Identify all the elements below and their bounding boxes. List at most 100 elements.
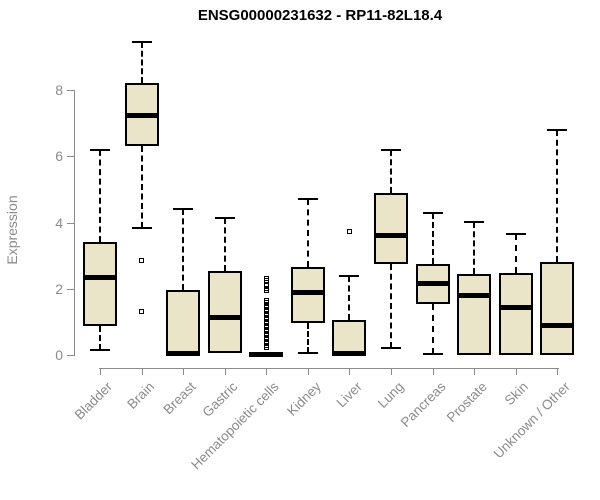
outlier-point [263, 308, 269, 314]
x-tick-label: Breast [160, 379, 199, 418]
median-line [166, 350, 201, 356]
y-tick-label: 8 [55, 82, 63, 99]
median-line [373, 233, 408, 239]
x-tick-label: Lung [374, 379, 407, 411]
outlier-point [263, 282, 269, 288]
median-line [290, 290, 325, 296]
box [373, 193, 408, 264]
x-tick-label: Skin [502, 379, 532, 409]
y-tick-label: 0 [55, 347, 63, 363]
outlier-point [263, 342, 269, 348]
outlier-point [139, 309, 145, 315]
upper-whisker [140, 42, 143, 83]
outlier-point [263, 339, 269, 345]
outlier-point [263, 329, 269, 335]
x-tick-label: Liver [333, 379, 366, 411]
upper-whisker [389, 149, 392, 194]
box [332, 320, 367, 355]
upper-whisker-cap [214, 216, 235, 219]
outlier-point [263, 331, 269, 337]
x-tick [100, 368, 101, 375]
box [457, 273, 492, 355]
outlier-point [263, 324, 269, 330]
lower-whisker-cap [90, 349, 110, 352]
chart-title: ENSG00000231632 - RP11-82L18.4 [197, 7, 443, 24]
x-tick [557, 368, 558, 375]
y-tick [67, 90, 74, 91]
lower-whisker-cap [297, 352, 318, 354]
outlier-point [263, 310, 269, 316]
box [498, 273, 533, 355]
x-tick [391, 368, 392, 375]
lower-whisker-cap [131, 226, 152, 229]
x-tick [474, 368, 475, 375]
lower-whisker [140, 146, 143, 228]
x-tick-label: Brain [124, 379, 158, 412]
median-line [540, 323, 575, 329]
outlier-point [263, 321, 269, 327]
outlier-point [263, 334, 269, 340]
x-axis-line [99, 368, 560, 369]
upper-whisker [556, 129, 559, 263]
lower-whisker-cap [380, 347, 401, 350]
median-line [124, 112, 159, 118]
median-line [207, 315, 242, 321]
box [540, 262, 575, 355]
upper-whisker-cap [505, 233, 526, 236]
x-tick-label: Prostate [443, 379, 490, 426]
outlier-point [263, 305, 269, 311]
outlier-point [263, 300, 269, 306]
x-tick-label: Bladder [72, 379, 116, 423]
upper-whisker-cap [547, 128, 568, 131]
x-tick-label: Kidney [283, 379, 324, 419]
outlier-point [263, 313, 269, 319]
upper-whisker-cap [464, 220, 485, 223]
lower-whisker [99, 325, 101, 351]
upper-whisker [223, 217, 226, 271]
median-line [83, 274, 117, 280]
box [207, 270, 242, 354]
x-tick [225, 368, 226, 375]
upper-whisker [182, 209, 185, 291]
median-line [498, 305, 533, 311]
outlier-point [263, 297, 269, 303]
y-axis-label: Expression [4, 195, 20, 265]
y-tick [67, 156, 74, 157]
median-line [415, 281, 450, 287]
x-tick [308, 368, 309, 375]
lower-whisker [389, 263, 392, 349]
upper-whisker-cap [297, 198, 318, 201]
upper-whisker [514, 234, 517, 274]
upper-whisker [306, 199, 309, 267]
lower-whisker-cap [422, 352, 443, 355]
upper-whisker-cap [422, 211, 443, 214]
x-tick [266, 368, 267, 375]
x-tick-label: Pancreas [397, 379, 449, 430]
upper-whisker [99, 149, 101, 242]
outlier-point [139, 257, 145, 263]
x-tick [142, 368, 143, 375]
y-tick [67, 355, 74, 356]
outlier-point [263, 345, 269, 351]
x-tick [516, 368, 517, 375]
box [166, 290, 201, 355]
outlier-point [263, 302, 269, 308]
upper-whisker [348, 275, 351, 321]
y-tick [67, 289, 74, 290]
upper-whisker-cap [339, 274, 360, 277]
y-tick-label: 6 [55, 148, 63, 165]
y-tick-label: 4 [55, 214, 63, 231]
x-tick [183, 368, 184, 375]
upper-whisker [473, 221, 476, 274]
x-tick-label: Unknown / Other [490, 379, 573, 462]
y-tick [67, 223, 74, 224]
upper-whisker-cap [173, 208, 194, 211]
lower-whisker [306, 322, 309, 353]
upper-whisker-cap [131, 41, 152, 44]
x-tick-label: Gastric [199, 379, 241, 420]
outlier-point [263, 337, 269, 343]
median-line [332, 350, 367, 356]
median-line [249, 351, 284, 357]
outlier-point [346, 229, 352, 235]
